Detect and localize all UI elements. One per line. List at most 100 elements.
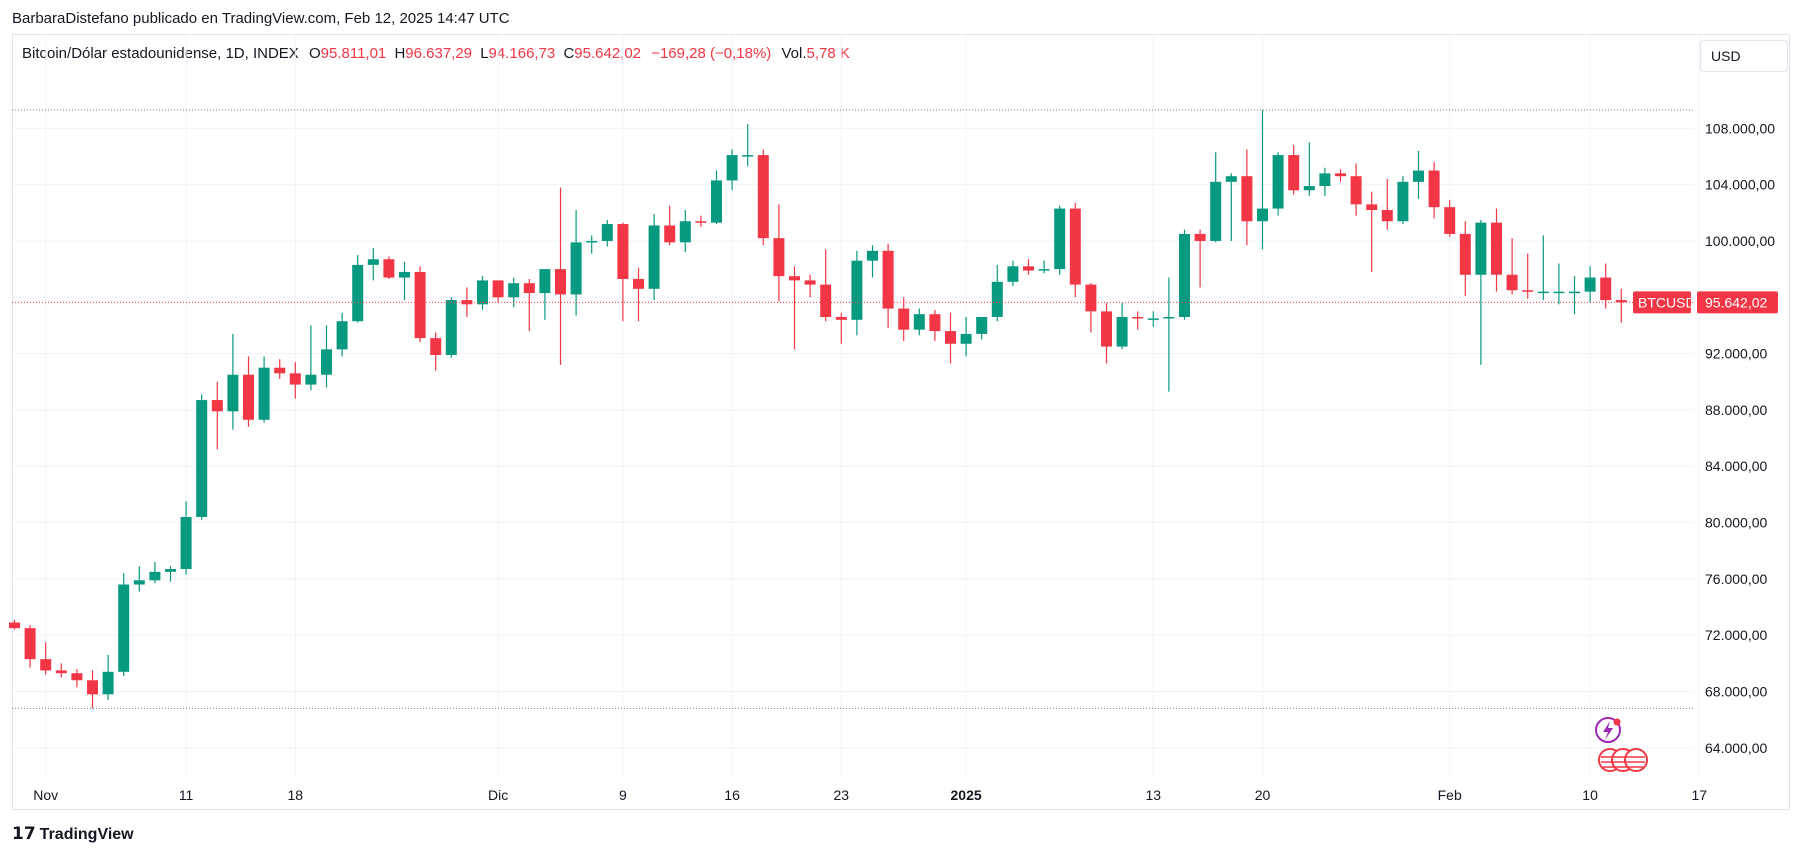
candle (492, 280, 504, 303)
x-tick-label: 2025 (951, 787, 982, 803)
candle (679, 209, 691, 253)
candle-body (1147, 318, 1159, 320)
time-axis: Nov 11 18 Dic 9 16 23 2025 13 20 Feb 10 17 (33, 787, 1707, 803)
change-value: −169,28 (−0,18%) (651, 45, 772, 62)
candle-body (1288, 155, 1300, 191)
tradingview-logo[interactable]: 𝟭𝟳 TradingView (12, 824, 134, 844)
x-tick-label: 13 (1146, 787, 1162, 803)
candle-body (477, 280, 488, 305)
x-tick-label: Nov (33, 787, 58, 803)
candle-body (913, 314, 925, 330)
candle (695, 215, 707, 227)
x-tick-label: 10 (1582, 787, 1598, 803)
candle-body (102, 671, 114, 695)
candle-body (149, 571, 161, 581)
candle-body (399, 271, 410, 278)
candle (1319, 167, 1331, 196)
candle (570, 209, 582, 316)
candle-body (1194, 233, 1206, 241)
candle-body (976, 316, 988, 334)
candle-body (508, 283, 520, 298)
candle-body (445, 300, 457, 356)
volume-value: 5,78 K (806, 45, 850, 62)
candle (367, 248, 379, 281)
candle-body (1491, 222, 1502, 275)
candle (1163, 277, 1175, 392)
candle-body (1381, 209, 1393, 222)
candle-body (1257, 208, 1268, 222)
candle-body (165, 569, 176, 572)
candle-body (1319, 173, 1331, 187)
candle-body (1537, 291, 1549, 294)
x-tick-label: 17 (1692, 787, 1708, 803)
candle (149, 561, 161, 584)
candle-body (1241, 176, 1253, 222)
candle (1615, 288, 1627, 323)
candle-body (40, 659, 52, 671)
tradingview-mark-icon: 𝟭𝟳 (12, 824, 36, 843)
flag-stripes (1601, 756, 1645, 768)
lightning-glyph (1603, 721, 1613, 740)
candle-body (1023, 266, 1034, 271)
currency-selector[interactable]: USD (1700, 40, 1788, 72)
candle-body (1506, 274, 1518, 291)
candle (165, 566, 176, 582)
candle (867, 245, 878, 278)
x-tick-label: Feb (1438, 787, 1462, 803)
candle-body (289, 373, 301, 385)
y-tick-label: 72.000,00 (1705, 627, 1767, 643)
event-icons[interactable] (1595, 717, 1648, 772)
candle-body (1366, 204, 1378, 210)
x-tick-label: 11 (179, 787, 194, 803)
candle (1522, 253, 1534, 299)
candle-body (711, 180, 722, 223)
low-label: L (480, 45, 489, 62)
candle-body (1397, 181, 1409, 222)
candle (820, 249, 832, 322)
candle-body (274, 367, 286, 374)
candle (601, 219, 613, 247)
close-value: 95.642,02 (574, 45, 642, 62)
candle-body (539, 269, 551, 294)
candle (1350, 163, 1362, 216)
candle-body (258, 367, 270, 420)
candle (1397, 176, 1409, 225)
us-flag-icon[interactable] (1624, 748, 1648, 772)
candle-body (789, 276, 800, 281)
candle-body (945, 331, 956, 344)
candle-body (305, 374, 317, 385)
candle-body (1600, 277, 1612, 301)
candle (258, 356, 270, 423)
candle (1537, 235, 1549, 301)
symbol-label: BTCUSD (1638, 294, 1696, 310)
candle-body (211, 400, 223, 412)
candle-body (1584, 277, 1596, 292)
candle (289, 362, 301, 399)
candle (898, 297, 910, 341)
candle-body (1475, 222, 1487, 275)
y-tick-label: 100.000,00 (1705, 233, 1775, 249)
y-tick-label: 92.000,00 (1705, 346, 1767, 362)
brand-name: TradingView (39, 826, 134, 843)
candle (1569, 276, 1580, 315)
candle (991, 264, 1003, 322)
candle (555, 187, 566, 365)
candle (523, 278, 535, 332)
candle-body (555, 269, 566, 295)
candle-body (55, 670, 67, 674)
candle (211, 381, 223, 450)
candle-body (227, 374, 239, 412)
candle (1225, 173, 1237, 241)
candle-body (461, 300, 473, 305)
open-label: O (308, 45, 321, 62)
candle-body (133, 580, 145, 585)
candle-body (1116, 316, 1128, 347)
candle-body (1054, 208, 1066, 270)
candle (945, 312, 956, 364)
candle (336, 312, 348, 357)
candle-body (71, 673, 83, 681)
candle (648, 214, 660, 301)
candle (383, 256, 395, 279)
candle-body (1210, 181, 1222, 241)
